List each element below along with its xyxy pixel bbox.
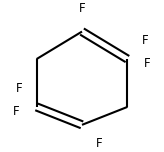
Text: F: F <box>96 137 103 150</box>
Text: F: F <box>13 105 20 118</box>
Text: F: F <box>142 34 148 47</box>
Text: F: F <box>16 82 22 95</box>
Text: F: F <box>144 57 151 70</box>
Text: F: F <box>79 2 85 15</box>
